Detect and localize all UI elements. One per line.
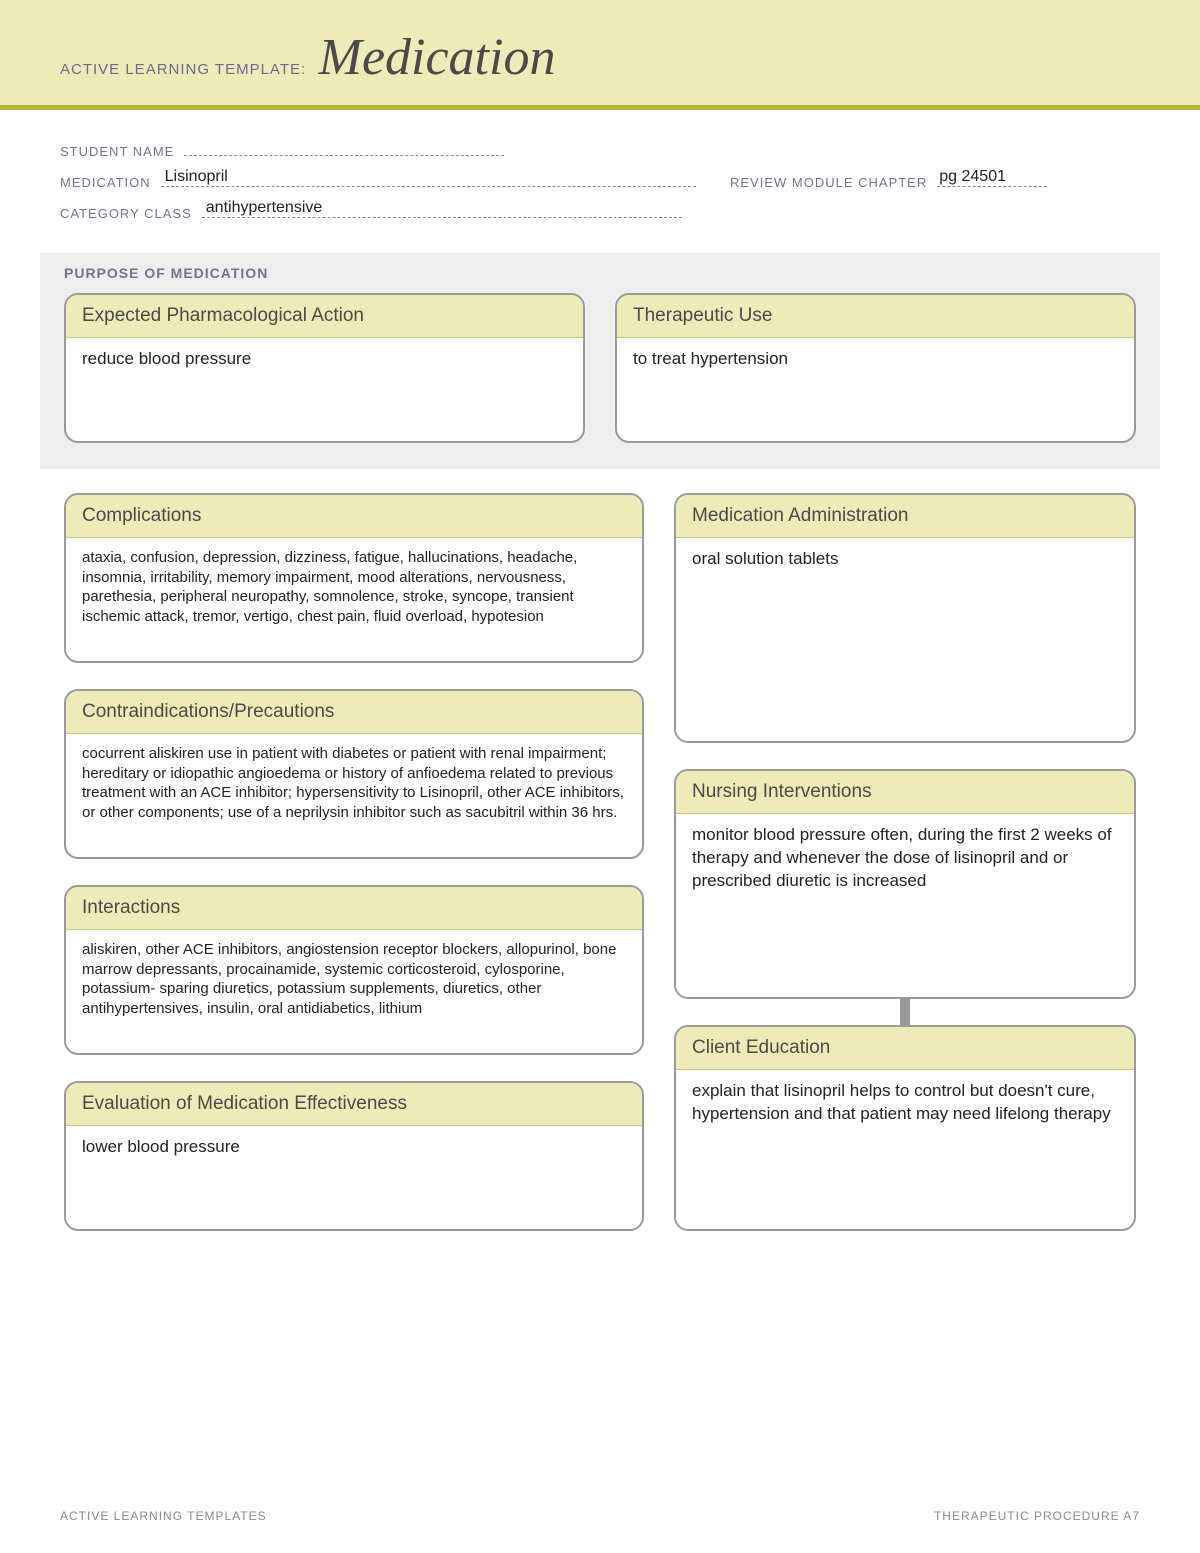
evaluation-box: Evaluation of Medication Effectiveness l… bbox=[64, 1081, 644, 1231]
medication-label: MEDICATION bbox=[60, 175, 151, 190]
complications-body: ataxia, confusion, depression, dizziness… bbox=[66, 538, 642, 640]
interactions-title: Interactions bbox=[66, 887, 642, 930]
therapeutic-use-title: Therapeutic Use bbox=[617, 295, 1134, 338]
header-title: Medication bbox=[319, 28, 556, 87]
meta-area: STUDENT NAME MEDICATION Lisinopril REVIE… bbox=[0, 110, 1200, 253]
administration-box: Medication Administration oral solution … bbox=[674, 493, 1136, 743]
evaluation-body: lower blood pressure bbox=[66, 1126, 642, 1173]
medication-value: Lisinopril bbox=[165, 168, 228, 186]
nursing-body: monitor blood pressure often, during the… bbox=[676, 814, 1134, 907]
footer-left: ACTIVE LEARNING TEMPLATES bbox=[60, 1509, 267, 1523]
review-label: REVIEW MODULE CHAPTER bbox=[730, 175, 927, 190]
pharm-action-box: Expected Pharmacological Action reduce b… bbox=[64, 293, 585, 443]
footer-right: THERAPEUTIC PROCEDURE A7 bbox=[934, 1509, 1140, 1523]
category-line[interactable]: antihypertensive bbox=[202, 202, 682, 218]
category-value: antihypertensive bbox=[206, 199, 323, 217]
evaluation-title: Evaluation of Medication Effectiveness bbox=[66, 1083, 642, 1126]
contraindications-body: cocurrent aliskiren use in patient with … bbox=[66, 734, 642, 836]
left-column: Complications ataxia, confusion, depress… bbox=[64, 493, 644, 1231]
nursing-box: Nursing Interventions monitor blood pres… bbox=[674, 769, 1136, 999]
complications-title: Complications bbox=[66, 495, 642, 538]
student-name-label: STUDENT NAME bbox=[60, 144, 174, 159]
category-row: CATEGORY CLASS antihypertensive bbox=[60, 202, 1140, 221]
contraindications-title: Contraindications/Precautions bbox=[66, 691, 642, 734]
medication-review-row: MEDICATION Lisinopril REVIEW MODULE CHAP… bbox=[60, 171, 1140, 190]
review-line[interactable]: pg 24501 bbox=[937, 171, 1047, 187]
contraindications-box: Contraindications/Precautions cocurrent … bbox=[64, 689, 644, 859]
connector-line bbox=[900, 999, 910, 1025]
purpose-section: PURPOSE OF MEDICATION Expected Pharmacol… bbox=[40, 253, 1160, 469]
client-education-box: Client Education explain that lisinopril… bbox=[674, 1025, 1136, 1231]
therapeutic-use-box: Therapeutic Use to treat hypertension bbox=[615, 293, 1136, 443]
right-column: Medication Administration oral solution … bbox=[674, 493, 1136, 1231]
administration-title: Medication Administration bbox=[676, 495, 1134, 538]
client-education-body: explain that lisinopril helps to control… bbox=[676, 1070, 1134, 1140]
interactions-box: Interactions aliskiren, other ACE inhibi… bbox=[64, 885, 644, 1055]
medication-line[interactable]: Lisinopril bbox=[161, 171, 696, 187]
student-name-row: STUDENT NAME bbox=[60, 140, 1140, 159]
main-grid: Complications ataxia, confusion, depress… bbox=[0, 469, 1200, 1231]
client-education-title: Client Education bbox=[676, 1027, 1134, 1070]
pharm-action-title: Expected Pharmacological Action bbox=[66, 295, 583, 338]
review-value: pg 24501 bbox=[939, 168, 1006, 186]
nursing-title: Nursing Interventions bbox=[676, 771, 1134, 814]
category-label: CATEGORY CLASS bbox=[60, 206, 192, 221]
pharm-action-body: reduce blood pressure bbox=[66, 338, 583, 385]
interactions-body: aliskiren, other ACE inhibitors, angiost… bbox=[66, 930, 642, 1032]
administration-body: oral solution tablets bbox=[676, 538, 1134, 585]
purpose-section-title: PURPOSE OF MEDICATION bbox=[64, 265, 1136, 281]
header-prefix: ACTIVE LEARNING TEMPLATE: bbox=[60, 61, 306, 78]
therapeutic-use-body: to treat hypertension bbox=[617, 338, 1134, 385]
header-band: ACTIVE LEARNING TEMPLATE: Medication bbox=[0, 0, 1200, 110]
page: ACTIVE LEARNING TEMPLATE: Medication STU… bbox=[0, 0, 1200, 1553]
complications-box: Complications ataxia, confusion, depress… bbox=[64, 493, 644, 663]
student-name-line[interactable] bbox=[184, 140, 504, 156]
footer: ACTIVE LEARNING TEMPLATES THERAPEUTIC PR… bbox=[60, 1509, 1140, 1523]
